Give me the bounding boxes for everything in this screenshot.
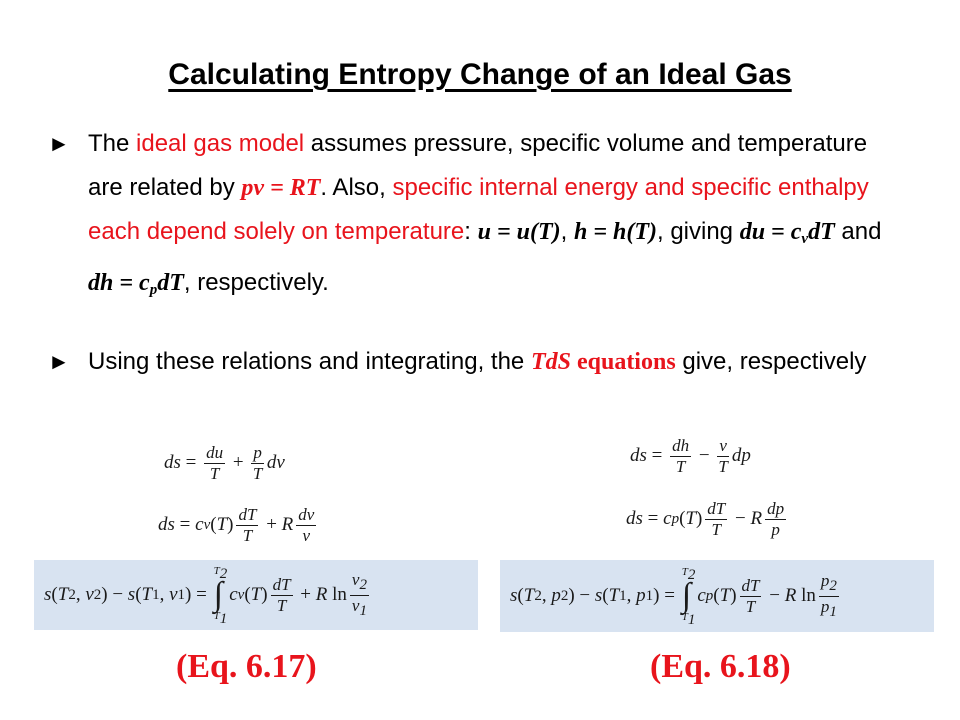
equation-du: du = cvdT [739,219,835,247]
bullet-text: Using these relations and integrating, t… [88,348,867,375]
bullet-ideal-gas-model: ► The ideal gas model assumes pressure, … [48,122,898,312]
equation-entropy-change-6-18: s(T 2, p 2) − s(T 1, p 1) = T2 ∫ T1 c p(T) dT T − … [500,560,934,632]
bullet-arrow-icon: ► [48,131,70,156]
bullet-text: The ideal gas model assumes pressure, sp… [88,130,882,298]
highlight-ideal-gas-model: ideal gas model [136,130,305,157]
highlight-tds: TdS [530,349,571,375]
highlight-equations: equations [570,349,676,375]
equation-label-6-17: (Eq. 6.17) [176,648,317,685]
highlight-specific-energy: specific internal energy and specific en… [88,174,869,245]
equation-dh: dh = cpdT [88,270,184,298]
equation-label-6-18: (Eq. 6.18) [650,648,791,685]
bullet-arrow-icon: ► [48,349,70,374]
page-title: Calculating Entropy Change of an Ideal G… [168,58,792,91]
equation-entropy-change-6-17: s(T 2, v 2) − s(T 1, v 1) = T2 ∫ T1 c v(T) dT T + … [34,560,478,630]
equation-h-of-t: h = h(T) [573,219,657,245]
equation-u-of-t: u = u(T) [477,219,561,245]
bullet-tds-equations: ► Using these relations and integrating,… [48,340,898,384]
equation-pv-rt: pv = RT [241,175,321,201]
